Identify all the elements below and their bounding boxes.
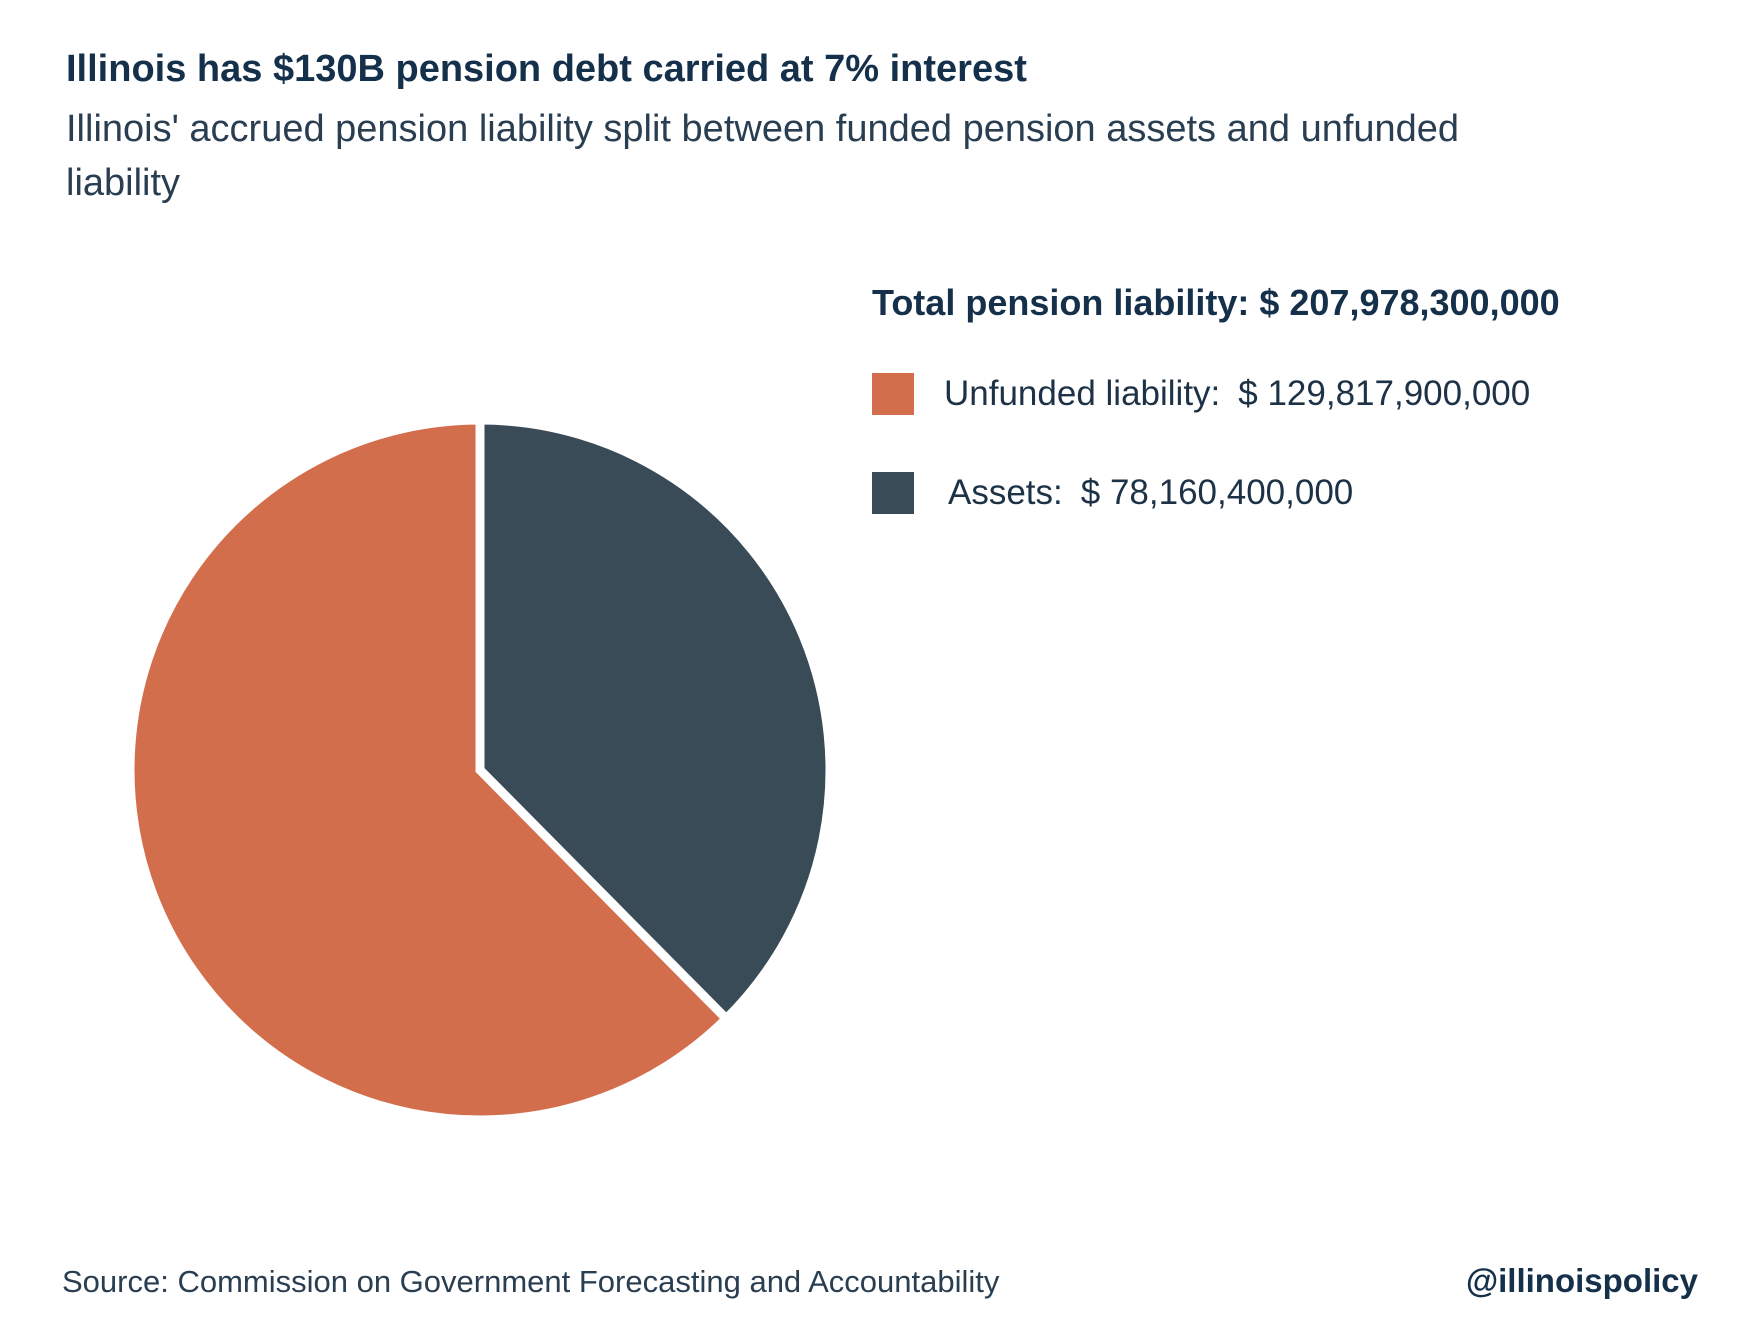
source-note: Source: Commission on Government Forecas… [62, 1264, 1000, 1299]
chart-title: Illinois has $130B pension debt carried … [66, 48, 1027, 90]
legend-value-unfunded: $ 129,817,900,000 [1238, 374, 1531, 413]
pie-slice-assets [475, 415, 835, 1026]
legend-value-assets: $ 78,160,400,000 [1080, 473, 1354, 512]
legend-total: Total pension liability: $ 207,978,300,0… [872, 282, 1560, 323]
legend-text-unfunded: Unfunded liability: $ 129,817,900,000 [944, 374, 1530, 414]
social-handle: @illinoispolicy [1465, 1262, 1698, 1299]
legend-text-assets: Assets: $ 78,160,400,000 [948, 473, 1353, 513]
pie-slice-unfunded [125, 415, 733, 1125]
pie-chart [110, 400, 850, 1140]
legend-label-unfunded: Unfunded liability: [944, 374, 1221, 413]
legend-label-assets: Assets: [948, 473, 1063, 512]
chart-subtitle: Illinois' accrued pension liability spli… [66, 108, 1460, 204]
legend-swatch-unfunded [872, 373, 914, 415]
legend-swatch-assets [872, 472, 914, 514]
legend-item-assets: Assets: $ 78,160,400,000 [872, 471, 1353, 515]
legend-item-unfunded: Unfunded liability: $ 129,817,900,000 [872, 372, 1530, 416]
pie-chart-svg [125, 415, 835, 1125]
